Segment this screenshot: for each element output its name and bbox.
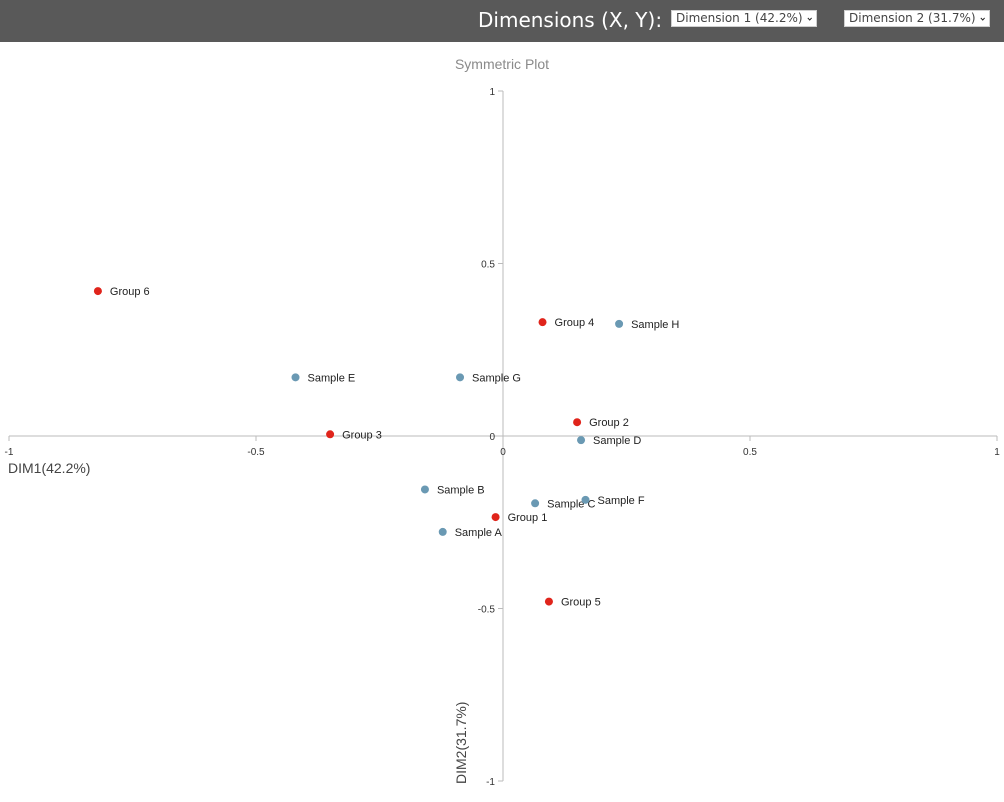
sample-point-label: Sample G: [472, 372, 521, 384]
x-tick-label: 0.5: [743, 447, 757, 458]
sample-point-label: Sample F: [597, 495, 644, 507]
group-point[interactable]: [573, 418, 582, 427]
x-tick-label: 1: [994, 447, 1000, 458]
group-point[interactable]: [326, 430, 335, 439]
chart-title: Symmetric Plot: [455, 56, 549, 72]
group-point-label: Group 3: [342, 429, 382, 441]
x-dimension-value: Dimension 1 (42.2%): [676, 11, 803, 25]
sample-point-label: Sample H: [631, 319, 679, 331]
y-tick-label: 0: [489, 432, 495, 443]
sample-point[interactable]: [531, 499, 540, 508]
x-tick-label: -1: [5, 447, 14, 458]
y-axis-title: DIM2(31.7%): [453, 702, 469, 784]
sample-point-label: Sample B: [437, 484, 485, 496]
y-tick-label: -0.5: [478, 605, 496, 616]
x-tick-label: 0: [500, 447, 506, 458]
dimensions-label: Dimensions (X, Y):: [478, 8, 663, 32]
x-tick-label: -0.5: [247, 447, 265, 458]
data-points: Group 6 Group 4 Group 2 Group 3 Group 1 Group…: [93, 286, 679, 609]
chevron-down-icon: [980, 17, 985, 21]
tick-labels: -1 -0.5 0 0.5 1 1 0.5 0 -0.5 -1: [5, 87, 1001, 788]
sample-point[interactable]: [577, 436, 586, 445]
group-point-label: Group 1: [508, 512, 548, 524]
group-point[interactable]: [491, 513, 500, 522]
sample-point-label: Sample A: [455, 527, 503, 539]
sample-point[interactable]: [615, 319, 624, 328]
y-tick-label: 1: [489, 87, 495, 98]
y-dimension-select[interactable]: Dimension 2 (31.7%): [844, 10, 990, 27]
sample-point[interactable]: [291, 373, 300, 382]
sample-point[interactable]: [420, 485, 429, 494]
symmetric-plot: Symmetric Plot -1 -0.5 0 0.5 1 1 0.5 0 -0.5 -1 DI…: [5, 56, 1001, 788]
chevron-down-icon: [807, 17, 812, 21]
x-dimension-select[interactable]: Dimension 1 (42.2%): [671, 10, 817, 27]
x-axis-title: DIM1(42.2%): [8, 460, 90, 476]
sample-point-label: Sample E: [308, 372, 356, 384]
group-point-label: Group 5: [561, 597, 601, 609]
group-point[interactable]: [538, 318, 547, 327]
dimension-toolbar: Dimensions (X, Y): Dimension 1 (42.2%) D…: [0, 0, 1004, 42]
sample-point[interactable]: [438, 527, 447, 536]
y-tick-label: -1: [486, 777, 495, 788]
sample-point-label: Sample D: [593, 435, 641, 447]
group-point[interactable]: [544, 597, 553, 606]
group-point[interactable]: [93, 287, 102, 296]
sample-point[interactable]: [581, 495, 590, 504]
group-point-label: Group 4: [555, 317, 595, 329]
y-dimension-value: Dimension 2 (31.7%): [849, 11, 976, 25]
group-point-label: Group 6: [110, 286, 150, 298]
sample-point[interactable]: [456, 373, 465, 382]
y-tick-label: 0.5: [481, 260, 495, 271]
group-point-label: Group 2: [589, 417, 629, 429]
